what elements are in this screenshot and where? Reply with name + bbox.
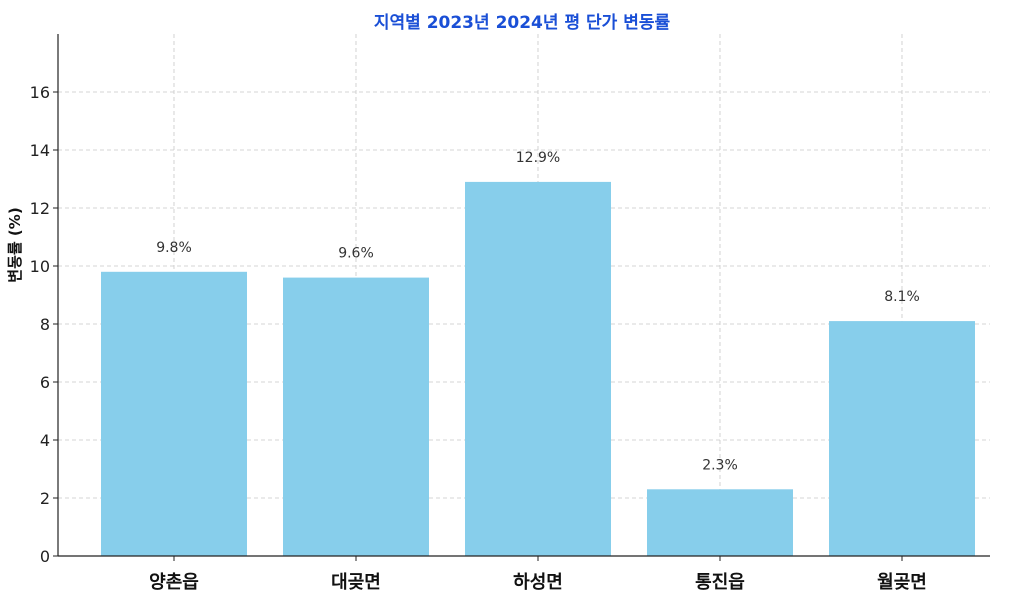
value-label-2: 12.9% xyxy=(516,150,560,166)
bar-3 xyxy=(647,489,793,556)
value-label-0: 9.8% xyxy=(156,240,192,256)
x-tick-label-3: 통진읍 xyxy=(695,572,745,593)
y-tick-label-7: 14 xyxy=(30,141,50,160)
x-tick-label-2: 하성면 xyxy=(513,572,563,593)
value-label-3: 2.3% xyxy=(702,457,738,473)
bar-1 xyxy=(283,277,429,556)
x-tick-label-0: 양촌읍 xyxy=(149,572,199,593)
y-tick-label-6: 12 xyxy=(30,199,50,218)
y-tick-label-1: 2 xyxy=(40,489,50,508)
value-label-1: 9.6% xyxy=(338,246,374,262)
bar-4 xyxy=(829,321,975,556)
y-axis-label: 변동률 (%) xyxy=(6,207,24,282)
y-tick-label-3: 6 xyxy=(40,373,50,392)
x-tick-label-1: 대곶면 xyxy=(331,572,381,593)
chart-title: 지역별 2023년 2024년 평 단가 변동률 xyxy=(374,13,671,33)
y-tick-label-8: 16 xyxy=(30,83,50,102)
bars xyxy=(101,181,975,556)
value-label-4: 8.1% xyxy=(884,289,920,305)
y-axis-ticks: 0 2 4 6 8 10 12 14 16 xyxy=(30,83,58,566)
x-tick-label-4: 월곶면 xyxy=(877,572,927,593)
y-tick-label-0: 0 xyxy=(40,547,50,566)
y-tick-label-5: 10 xyxy=(30,257,50,276)
bar-0 xyxy=(101,271,247,556)
value-labels: 9.8% 9.6% 12.9% 2.3% 8.1% xyxy=(156,150,920,473)
y-tick-label-2: 4 xyxy=(40,431,50,450)
bar-2 xyxy=(465,181,611,556)
y-tick-label-4: 8 xyxy=(40,315,50,334)
x-axis-ticks: 양촌읍 대곶면 하성면 통진읍 월곶면 xyxy=(149,556,927,593)
